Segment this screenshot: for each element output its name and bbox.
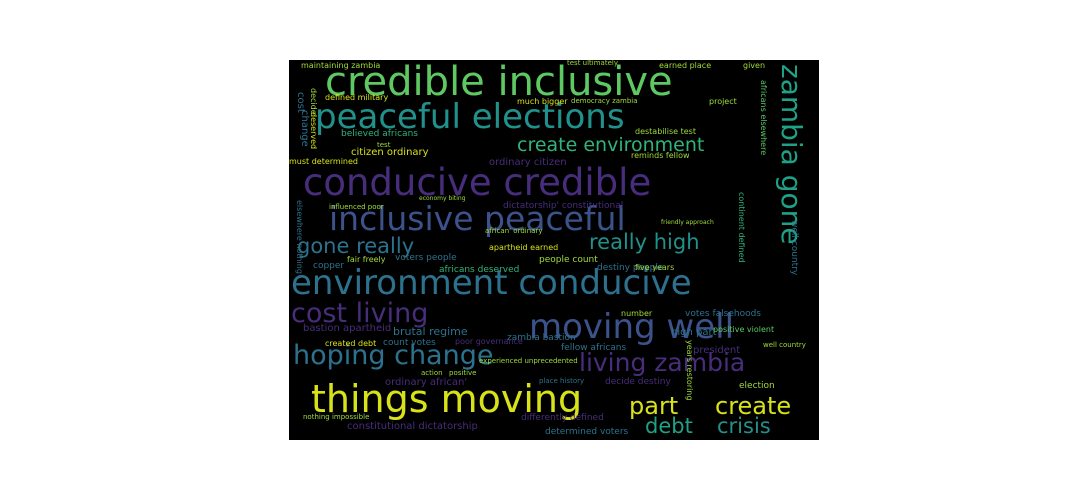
word: change [299,110,310,147]
word: credible inclusive [325,60,673,105]
word: destiny people [597,263,664,273]
word: brutal regime [393,325,468,338]
word: people count [539,255,598,265]
word: debt [645,414,693,438]
word: poor governance [455,337,523,346]
word: friendly approach [661,219,714,226]
word: fair freely [347,255,386,264]
word: decide [309,88,318,115]
word: things moving [311,377,583,421]
word: bastion apartheid [303,323,392,334]
word: decide destiny [605,377,671,387]
word: cost living [291,298,429,329]
word: experienced unprecedented [479,357,578,365]
word: maintaining zambia [301,61,381,70]
word: believed africans [341,129,418,139]
word: gone really [297,234,415,258]
word: economy biting [419,195,466,202]
word: part [629,392,679,420]
word: ordinary citizen [489,157,567,168]
word: five years [635,263,675,272]
word: living zambia [579,348,746,377]
word: earned place [659,61,712,70]
word: test [377,141,391,149]
word: president [693,345,741,356]
word: citizen ordinary [351,147,429,158]
word: project [709,97,737,106]
word: apartheid earned [489,243,559,252]
word: zambia gone [775,64,808,245]
word: influenced poor [329,203,384,211]
word: create [715,392,792,420]
word: fellow africans [561,343,627,353]
word: cost [295,92,306,113]
word: environment conducive [291,263,692,303]
word: copper [313,261,345,271]
word: test ultimately [567,60,618,67]
word: given [743,61,766,70]
word: hoping change [293,340,494,371]
word: well country [763,341,806,349]
word: deserved [309,112,318,150]
word: continent defined [737,192,746,263]
word: voters people [395,253,457,263]
word: high part [671,327,717,338]
word: number [621,309,653,318]
word: votes falsehoods [685,309,761,319]
word: well country [789,220,799,276]
word: conducive credible [303,161,652,204]
word: elsewhere nothing [295,200,304,274]
word-cloud: credible inclusive peaceful elections cr… [289,60,819,440]
word: place history [539,377,585,385]
word: created debt [325,339,377,348]
word: must determined [289,157,359,166]
word: count votes [383,338,436,348]
word: constitutional dictatorship [347,421,478,432]
word: much bigger [517,97,568,106]
word: really high [589,230,700,254]
word: africans deserved [439,265,520,275]
word: reminds fellow [631,151,690,160]
word: election [739,381,775,391]
word: democracy zambia [571,97,638,105]
word: dictatorship' constitutional [503,201,624,211]
word: zambia bastion [507,333,576,343]
word: create environment [517,134,705,156]
word: years restoring [685,340,694,401]
word: africans elsewhere [759,80,768,156]
word: african' ordinary [485,227,543,235]
word: inclusive peaceful [329,199,626,238]
word: determined voters [545,427,629,437]
word: defined military [325,93,389,102]
word: ordinary african' [385,377,468,388]
word: moving well [529,307,735,347]
word: differently defined [521,413,604,423]
word: peaceful elections [315,97,625,137]
word: destabilise test [635,127,696,136]
word: crisis [717,414,771,438]
word: positive violent [713,325,775,334]
word: positive [449,369,477,377]
word: nothing impossible [303,413,370,421]
word: action [421,369,443,377]
